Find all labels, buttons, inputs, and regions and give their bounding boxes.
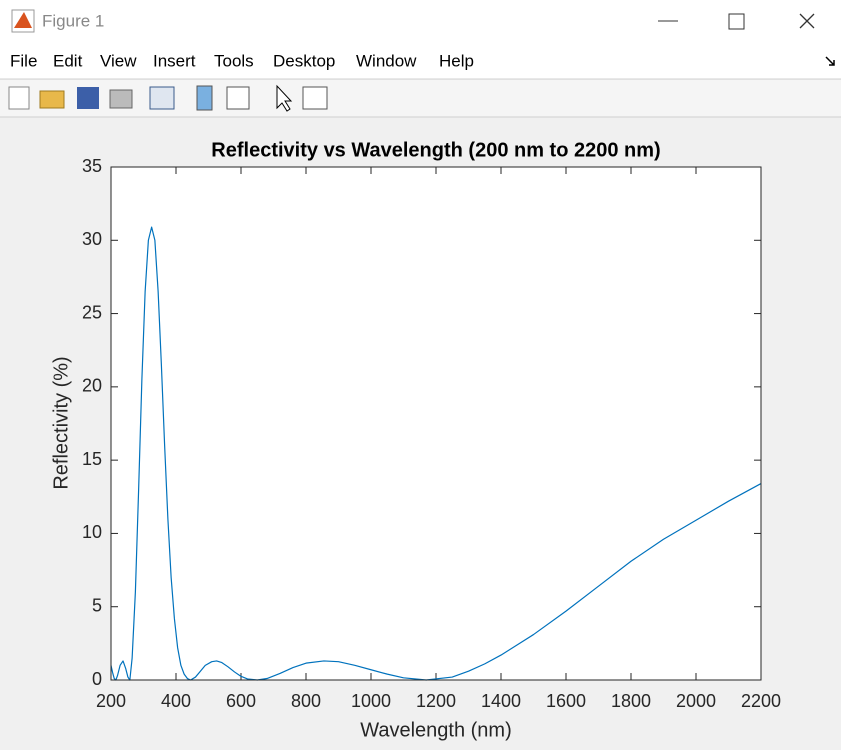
y-tick-label: 15 (82, 449, 102, 469)
menu-item[interactable]: Edit (53, 51, 83, 70)
toolbar (0, 80, 841, 117)
x-tick-label: 200 (96, 691, 126, 711)
x-tick-label: 600 (226, 691, 256, 711)
colorbar-icon[interactable] (196, 85, 213, 111)
y-tick-label: 10 (82, 522, 102, 542)
new-icon[interactable] (8, 86, 30, 110)
y-tick-label: 20 (82, 376, 102, 396)
toolbar-icons (8, 84, 328, 112)
menu-item[interactable]: Insert (153, 51, 196, 70)
plot-area (111, 167, 761, 680)
x-tick-label: 800 (291, 691, 321, 711)
maximize-button[interactable] (728, 13, 745, 30)
title-bar (0, 0, 841, 44)
y-tick-label: 30 (82, 229, 102, 249)
menu-bar (0, 44, 841, 79)
chart-title: Reflectivity vs Wavelength (200 nm to 22… (211, 139, 660, 161)
legend-icon[interactable] (226, 86, 250, 110)
menu-item[interactable]: Desktop (273, 51, 335, 70)
x-tick-label: 1400 (481, 691, 521, 711)
menu-item[interactable]: Window (356, 51, 417, 70)
y-axis-label: Reflectivity (%) (50, 356, 72, 489)
save-icon[interactable] (77, 87, 99, 109)
pointer-icon[interactable] (276, 84, 293, 112)
x-tick-label: 1600 (546, 691, 586, 711)
open-icon[interactable] (39, 90, 65, 109)
x-tick-label: 1000 (351, 691, 391, 711)
menu-item[interactable]: View (100, 51, 137, 70)
x-axis-label: Wavelength (nm) (360, 719, 512, 741)
y-tick-label: 35 (82, 156, 102, 176)
y-tick-label: 0 (92, 669, 102, 689)
x-tick-label: 400 (161, 691, 191, 711)
axes-box (110, 166, 762, 681)
y-tick-label: 5 (92, 595, 102, 615)
menu-item[interactable]: Tools (214, 51, 254, 70)
print-icon[interactable] (109, 89, 133, 109)
property-icon[interactable] (302, 86, 328, 110)
menu-item[interactable]: File (10, 51, 37, 70)
x-tick-label: 2000 (676, 691, 716, 711)
x-tick-label: 2200 (741, 691, 781, 711)
link-icon[interactable] (149, 86, 175, 110)
dock-arrow[interactable] (825, 56, 835, 66)
window-title: Figure 1 (42, 11, 104, 30)
menu-item[interactable]: Help (439, 51, 474, 70)
x-tick-label: 1800 (611, 691, 651, 711)
data-line (110, 226, 762, 681)
app-icon-logo (14, 12, 32, 28)
y-tick-label: 25 (82, 302, 102, 322)
close-button[interactable] (799, 13, 815, 29)
x-tick-label: 1200 (416, 691, 456, 711)
